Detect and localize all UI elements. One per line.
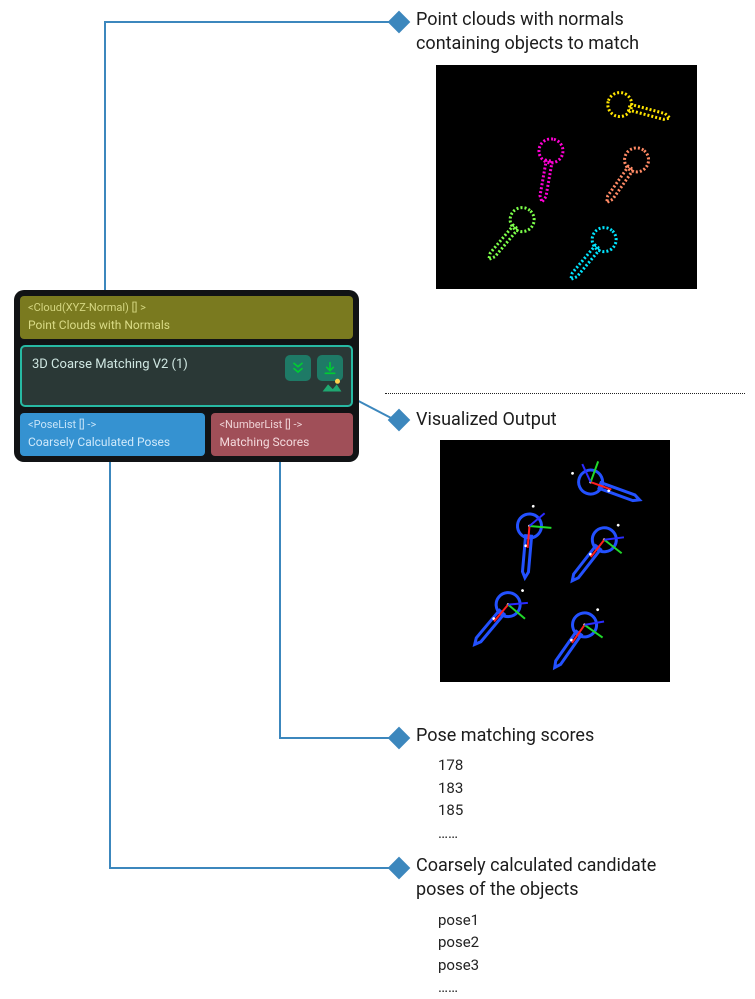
image-eye-icon bbox=[321, 377, 343, 395]
output-port-poses[interactable]: <PoseList [] -> Coarsely Calculated Pose… bbox=[20, 413, 205, 456]
scores-list: 178183185…… bbox=[438, 754, 736, 844]
annotation-scores: Pose matching scores 178183185…… bbox=[416, 724, 736, 844]
output-port-scores[interactable]: <NumberList [] -> Matching Scores bbox=[211, 413, 353, 456]
diamond-bullet bbox=[388, 857, 411, 880]
visualized-output-image bbox=[440, 440, 670, 682]
annotation-point-clouds: Point clouds with normals containing obj… bbox=[416, 8, 736, 289]
output-port-type: <PoseList [] -> bbox=[28, 418, 197, 433]
output-port-name: Coarsely Calculated Poses bbox=[28, 434, 197, 450]
input-port-point-clouds[interactable]: <Cloud(XYZ-Normal) [] > Point Clouds wit… bbox=[20, 296, 353, 339]
download-icon bbox=[322, 360, 338, 376]
annotation-visualized: Visualized Output bbox=[416, 408, 736, 682]
input-port-type: <Cloud(XYZ-Normal) [] > bbox=[28, 301, 345, 316]
chevrons-down-icon bbox=[290, 360, 306, 376]
input-port-name: Point Clouds with Normals bbox=[28, 317, 345, 333]
point-cloud-image bbox=[436, 65, 697, 289]
diamond-bullet bbox=[388, 727, 411, 750]
annotation-title: Point clouds with normals containing obj… bbox=[416, 8, 736, 57]
node-3d-coarse-matching: <Cloud(XYZ-Normal) [] > Point Clouds wit… bbox=[14, 290, 359, 462]
diamond-bullet bbox=[388, 11, 411, 34]
annotation-title: Coarsely calculated candidate poses of t… bbox=[416, 854, 736, 903]
annotation-title: Visualized Output bbox=[416, 408, 736, 432]
diamond-bullet bbox=[388, 409, 411, 432]
visualize-toggle[interactable] bbox=[321, 377, 343, 399]
annotation-title: Pose matching scores bbox=[416, 724, 736, 748]
output-port-name: Matching Scores bbox=[219, 434, 345, 450]
annotation-poses: Coarsely calculated candidate poses of t… bbox=[416, 854, 736, 999]
expand-down-button[interactable] bbox=[285, 355, 311, 381]
output-port-type: <NumberList [] -> bbox=[219, 418, 345, 433]
node-title-panel: 3D Coarse Matching V2 (1) bbox=[20, 345, 353, 407]
separator-line bbox=[385, 393, 745, 394]
poses-list: pose1pose2pose3…… bbox=[438, 909, 736, 999]
